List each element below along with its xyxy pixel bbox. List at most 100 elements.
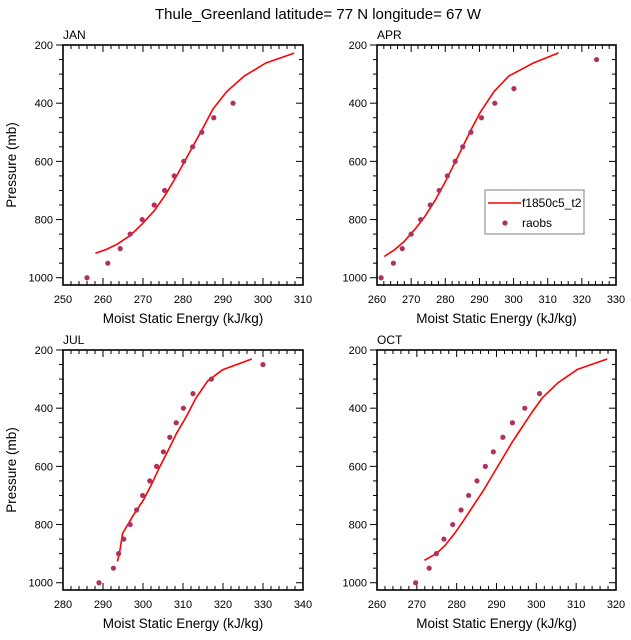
x-tick-label: 290: [470, 294, 488, 306]
data-point-raobs: [390, 260, 396, 266]
data-point-raobs: [190, 144, 196, 150]
y-tick-label: 600: [349, 156, 367, 168]
data-point-raobs: [121, 536, 127, 542]
data-point-raobs: [450, 521, 456, 528]
panel-label: JUL: [63, 333, 85, 347]
y-tick-label: 600: [349, 461, 367, 473]
y-tick-label: 200: [35, 345, 53, 357]
plot-frame: [62, 349, 304, 591]
data-point-raobs: [433, 551, 439, 557]
data-point-raobs: [452, 158, 458, 164]
x-axis-title: Moist Static Energy (kJ/kg): [416, 311, 577, 326]
data-point-raobs: [208, 376, 214, 382]
data-point-raobs: [140, 492, 146, 499]
panel-oct: OCT 260 270 280 290 300 310 320 200 400 600 800 1000…: [343, 333, 626, 631]
x-tick-label: 290: [94, 599, 112, 611]
x-tick-label: 340: [294, 599, 312, 611]
data-point-raobs: [127, 521, 133, 528]
x-tick-label: 310: [294, 294, 312, 306]
y-tick-label: 400: [35, 98, 53, 110]
series-line-f1850c5_t2: [116, 358, 253, 562]
data-point-raobs: [482, 463, 488, 469]
legend-label: raobs: [522, 216, 552, 230]
x-tick-label: 330: [607, 294, 625, 306]
x-tick-label: 270: [134, 294, 152, 306]
y-tick-label: 1000: [29, 578, 53, 590]
x-tick-label: 290: [487, 599, 505, 611]
y-axis-title: Pressure (mb): [4, 122, 19, 208]
x-tick-label: 300: [527, 599, 545, 611]
legend-marker-swatch: [502, 220, 508, 226]
x-axis-title: Moist Static Energy (kJ/kg): [103, 311, 264, 326]
x-axis-title: Moist Static Energy (kJ/kg): [416, 616, 577, 631]
data-point-raobs: [167, 434, 173, 440]
data-point-raobs: [536, 391, 543, 397]
data-point-raobs: [441, 536, 447, 542]
x-tick-label: 260: [94, 294, 112, 306]
y-tick-label: 1000: [343, 578, 367, 590]
x-tick-label: 320: [607, 599, 625, 611]
figure-title: Thule_Greenland latitude= 77 N longitude…: [155, 6, 482, 23]
data-point-raobs: [478, 115, 485, 121]
y-tick-label: 200: [349, 345, 367, 357]
x-tick-label: 300: [254, 294, 272, 306]
y-tick-label: 800: [349, 215, 367, 227]
data-point-raobs: [509, 420, 516, 426]
plot-frame: [376, 349, 617, 591]
panel-label: APR: [377, 28, 402, 42]
data-point-raobs: [427, 202, 433, 208]
data-point-raobs: [522, 405, 528, 411]
data-point-raobs: [116, 551, 122, 557]
data-point-raobs: [171, 173, 177, 179]
data-point-raobs: [160, 449, 166, 455]
x-tick-label: 250: [54, 294, 72, 306]
x-tick-label: 280: [54, 599, 72, 611]
data-point-raobs: [105, 260, 111, 266]
data-point-raobs: [117, 246, 123, 252]
data-point-raobs: [173, 420, 179, 426]
panel-apr: APR 260 270 280 290 300 310 320 330 200 400 600 800 1…: [343, 28, 626, 326]
y-tick-label: 800: [349, 520, 367, 532]
x-tick-label: 320: [573, 294, 591, 306]
data-point-raobs: [436, 187, 442, 194]
data-point-raobs: [492, 100, 498, 106]
panel-jan: JAN 250 260 270 280 290 300 310 200 400 600 800 1000…: [4, 28, 312, 326]
data-point-raobs: [399, 246, 405, 252]
data-point-raobs: [260, 361, 266, 368]
data-point-raobs: [110, 565, 116, 571]
data-point-raobs: [230, 100, 236, 106]
x-tick-label: 260: [368, 294, 386, 306]
data-point-raobs: [199, 129, 205, 135]
panels: JAN 250 260 270 280 290 300 310 200 400 600 800 1000…: [4, 28, 625, 631]
x-tick-label: 300: [504, 294, 522, 306]
data-point-raobs: [408, 231, 414, 237]
data-point-raobs: [134, 507, 140, 513]
data-point-raobs: [84, 275, 90, 281]
x-tick-label: 310: [567, 599, 585, 611]
data-point-raobs: [154, 463, 160, 469]
series-line-f1850c5_t2: [424, 358, 608, 561]
x-tick-label: 280: [174, 294, 192, 306]
y-tick-label: 800: [35, 215, 53, 227]
data-point-raobs: [444, 173, 450, 179]
data-point-raobs: [511, 86, 517, 92]
panel-label: JAN: [63, 28, 86, 42]
y-tick-label: 1000: [343, 273, 367, 285]
y-tick-label: 400: [349, 98, 367, 110]
y-tick-label: 200: [349, 40, 367, 52]
x-tick-label: 260: [368, 599, 386, 611]
series-line-f1850c5_t2: [95, 52, 295, 255]
data-point-raobs: [96, 580, 102, 586]
x-tick-label: 310: [539, 294, 557, 306]
data-point-raobs: [180, 405, 186, 411]
data-point-raobs: [378, 275, 384, 281]
x-tick-label: 290: [214, 294, 232, 306]
x-tick-label: 280: [436, 294, 454, 306]
x-axis-title: Moist Static Energy (kJ/kg): [103, 616, 264, 631]
x-tick-label: 270: [408, 599, 426, 611]
data-point-raobs: [127, 231, 133, 237]
data-point-raobs: [593, 56, 600, 63]
y-tick-label: 400: [349, 403, 367, 415]
data-point-raobs: [139, 216, 145, 223]
x-tick-label: 280: [447, 599, 465, 611]
